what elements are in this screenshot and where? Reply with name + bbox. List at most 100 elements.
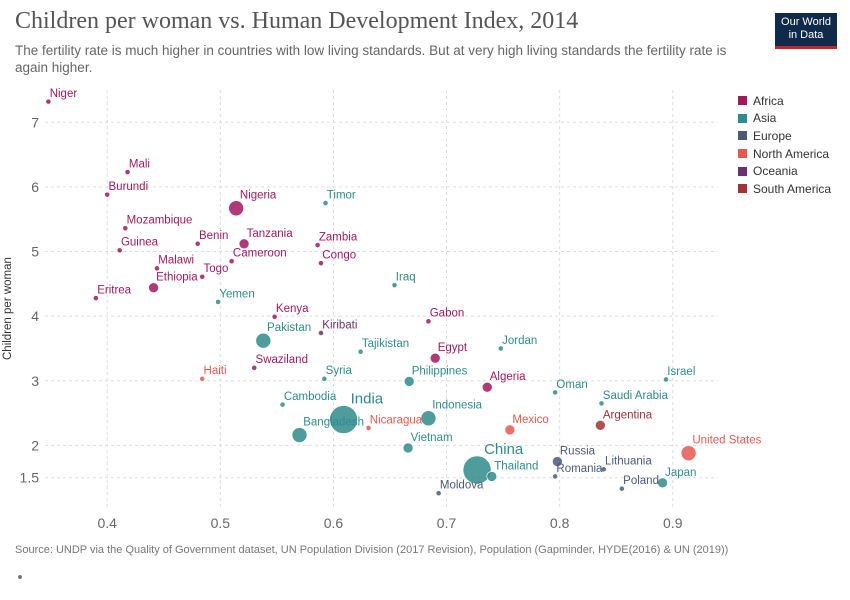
legend-item[interactable]: South America [738, 180, 831, 198]
point-label: Timor [327, 189, 356, 201]
x-tick-label: 0.6 [324, 515, 344, 531]
data-point[interactable] [318, 260, 324, 267]
chart-title: Children per woman vs. Human Development… [15, 8, 579, 34]
data-point[interactable] [124, 169, 131, 175]
point-label: Swaziland [256, 354, 308, 366]
point-label: Russia [560, 446, 596, 458]
point-label: United States [692, 435, 761, 447]
data-point[interactable] [238, 238, 250, 250]
legend-swatch [738, 166, 747, 176]
legend-swatch [738, 113, 747, 123]
data-point[interactable] [279, 401, 286, 408]
data-point[interactable] [552, 456, 563, 467]
point-label: Mozambique [127, 215, 193, 227]
legend-item[interactable]: Asia [738, 110, 831, 128]
point-labels: Niger Mali Burundi Nigeria Timor Mozambique Ta… [50, 88, 762, 492]
data-point[interactable] [598, 400, 605, 407]
data-point[interactable] [618, 485, 625, 492]
data-point[interactable] [365, 425, 372, 431]
legend-swatch [738, 96, 747, 106]
legend-label: North America [753, 146, 830, 161]
legend-label: Europe [753, 128, 792, 143]
data-point[interactable] [462, 455, 492, 485]
point-label: Poland [623, 475, 659, 487]
data-point[interactable] [329, 405, 358, 434]
data-point[interactable] [45, 98, 52, 105]
legend-item[interactable]: Europe [738, 127, 831, 145]
y-tick-label: 5 [31, 244, 39, 260]
data-point[interactable] [552, 389, 559, 396]
y-tick-label: 4 [31, 308, 39, 324]
data-point[interactable] [251, 364, 258, 371]
point-label: Cambodia [284, 391, 337, 403]
data-point[interactable] [600, 466, 607, 473]
point-label: Haiti [204, 365, 227, 377]
chart-subtitle: The fertility rate is much higher in cou… [15, 43, 727, 75]
point-label: Romania [556, 463, 603, 475]
data-point[interactable] [104, 191, 111, 198]
data-point[interactable] [271, 313, 278, 320]
point-label: Philippines [412, 365, 468, 377]
data-point[interactable] [425, 318, 432, 325]
data-point[interactable] [154, 265, 160, 272]
data-point[interactable] [657, 477, 668, 489]
point-label: India [351, 391, 384, 408]
point-label: Oman [556, 379, 587, 391]
point-label: Kiribati [322, 319, 357, 331]
data-point[interactable] [122, 225, 129, 232]
data-point[interactable] [391, 282, 398, 289]
legend-swatch [738, 184, 747, 194]
data-point[interactable] [497, 345, 504, 352]
data-point[interactable] [92, 295, 99, 301]
data-point[interactable] [228, 200, 244, 217]
data-point[interactable] [291, 427, 308, 443]
point-label: Congo [322, 250, 356, 262]
legend-item[interactable]: Africa [738, 92, 831, 110]
data-point[interactable] [194, 240, 201, 247]
x-tick-label: 0.4 [97, 515, 117, 531]
point-label: Argentina [603, 409, 653, 421]
x-tick-label: 0.7 [437, 515, 457, 531]
legend-item[interactable]: North America [738, 145, 831, 163]
data-point[interactable] [322, 200, 329, 206]
data-point[interactable] [255, 332, 272, 349]
data-point[interactable] [486, 471, 498, 482]
point-label: Algeria [490, 371, 526, 383]
data-point[interactable] [199, 375, 206, 382]
data-point[interactable] [420, 410, 437, 427]
point-label: Bangladesh [303, 417, 364, 429]
data-point[interactable] [403, 376, 415, 387]
data-point[interactable] [435, 490, 442, 497]
data-point[interactable] [504, 424, 516, 436]
data-point[interactable] [663, 376, 669, 383]
data-point[interactable] [228, 258, 235, 265]
data-point[interactable] [680, 445, 697, 461]
data-point[interactable] [148, 282, 159, 294]
owid-logo[interactable]: Our World in Data [775, 13, 837, 49]
point-label: Benin [199, 230, 228, 242]
data-point[interactable] [321, 375, 328, 382]
data-point[interactable] [318, 330, 324, 336]
legend-swatch [738, 149, 747, 159]
data-point[interactable] [481, 381, 493, 393]
data-point[interactable] [116, 247, 123, 254]
data-point[interactable] [429, 352, 441, 364]
point-label: Mali [129, 158, 150, 170]
data-point[interactable] [314, 242, 321, 248]
point-label: Syria [326, 365, 353, 377]
data-point[interactable] [357, 348, 364, 355]
data-point[interactable] [595, 420, 606, 431]
point-label: Indonesia [432, 400, 482, 412]
data-point[interactable] [199, 273, 206, 280]
point-label: Iraq [396, 272, 416, 284]
point-label: Tajikistan [362, 338, 409, 350]
point-label: Kenya [276, 303, 309, 315]
point-label: Nigeria [240, 190, 277, 202]
legend-item[interactable]: Oceania [738, 162, 831, 180]
footer-dot [18, 575, 22, 579]
data-point[interactable] [215, 299, 221, 305]
data-point[interactable] [552, 473, 559, 480]
point-label: Togo [204, 263, 229, 275]
data-point[interactable] [402, 442, 414, 454]
point-label: Pakistan [267, 322, 311, 334]
